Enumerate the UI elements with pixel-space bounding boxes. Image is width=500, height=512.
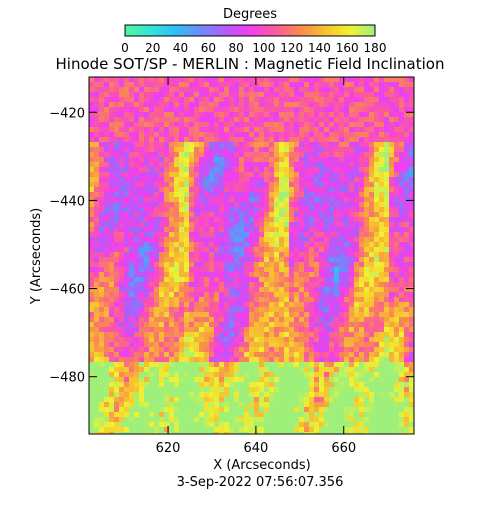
colorbar-tick-label: 160: [336, 41, 359, 55]
colorbar-tick-label: 180: [364, 41, 387, 55]
colorbar-tick-label: 80: [228, 41, 243, 55]
y-tick-label: −480: [49, 371, 85, 386]
chart-title: Hinode SOT/SP - MERLIN : Magnetic Field …: [56, 55, 445, 73]
colorbar-tick-label: 20: [145, 41, 160, 55]
x-axis-label: X (Arcseconds): [213, 458, 310, 473]
y-tick-label: −460: [49, 283, 85, 298]
colorbar-tick-label: 0: [121, 41, 129, 55]
colorbar: [124, 24, 376, 37]
colorbar-tick-label: 140: [308, 41, 331, 55]
y-axis-label: Y (Arcseconds): [29, 208, 44, 305]
colorbar-title: Degrees: [223, 7, 277, 22]
y-tick-label: −420: [49, 106, 85, 121]
observation-timestamp: 3-Sep-2022 07:56:07.356: [177, 475, 344, 490]
y-axis: −420 −440 −460 −480: [49, 106, 414, 386]
colorbar-tick-label: 40: [173, 41, 188, 55]
colorbar-tick-label: 60: [201, 41, 216, 55]
colorbar-tick-label: 120: [280, 41, 303, 55]
x-tick-label: 660: [331, 441, 356, 456]
y-tick-label: −440: [49, 194, 85, 209]
colorbar-tick-labels: 0 20 40 60 80 100 120 140 160 180: [121, 41, 386, 55]
colorbar-tick-label: 100: [252, 41, 275, 55]
x-tick-label: 640: [243, 441, 268, 456]
heatmap-image: [89, 77, 414, 434]
x-axis: 620 640 660: [156, 77, 356, 456]
x-tick-label: 620: [156, 441, 181, 456]
plot-frame: [88, 76, 415, 435]
